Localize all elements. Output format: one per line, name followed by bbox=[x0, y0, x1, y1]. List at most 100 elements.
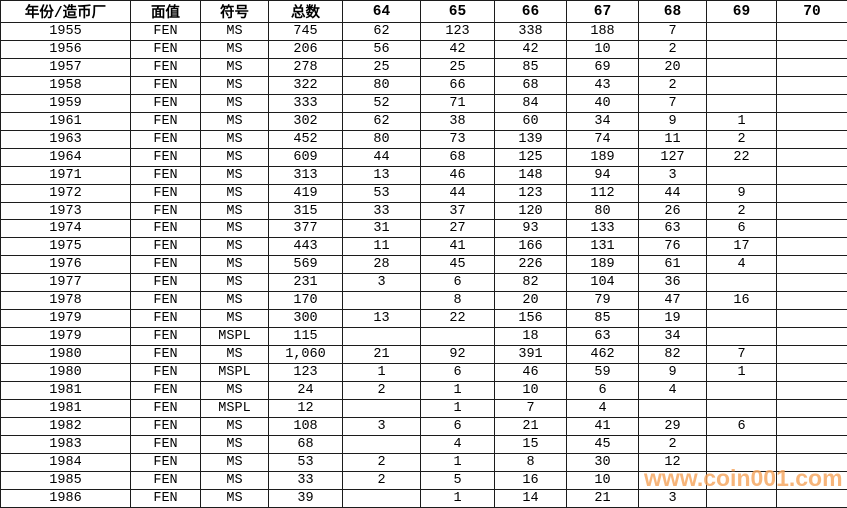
table-cell: 333 bbox=[268, 93, 343, 113]
table-cell bbox=[706, 434, 777, 454]
table-cell: 8 bbox=[494, 452, 567, 472]
table-cell bbox=[776, 452, 847, 472]
table-cell: 1979 bbox=[0, 309, 131, 329]
table-cell: 9 bbox=[638, 111, 707, 131]
table-cell: MSPL bbox=[200, 327, 269, 347]
header-cell-2: 符号 bbox=[200, 0, 269, 23]
table-cell bbox=[342, 327, 421, 347]
table-cell: 43 bbox=[566, 75, 639, 95]
table-cell: 42 bbox=[420, 39, 495, 59]
table-cell: 2 bbox=[342, 470, 421, 490]
table-cell: 6 bbox=[420, 273, 495, 293]
header-cell-10: 70 bbox=[776, 0, 847, 23]
table-cell: 46 bbox=[494, 363, 567, 383]
table-cell: 1961 bbox=[0, 111, 131, 131]
table-cell: 44 bbox=[420, 183, 495, 203]
table-cell: 166 bbox=[494, 237, 567, 257]
table-row: 1958 FEN MS 322 80 66 68 43 2 bbox=[0, 75, 847, 95]
table-cell: 462 bbox=[566, 345, 639, 365]
table-cell: 1981 bbox=[0, 399, 131, 418]
table-cell: 123 bbox=[420, 22, 495, 41]
table-cell: 20 bbox=[638, 57, 707, 77]
table-cell: FEN bbox=[130, 57, 201, 77]
table-cell bbox=[706, 381, 777, 401]
table-cell: 123 bbox=[268, 363, 343, 383]
table-cell: 1985 bbox=[0, 470, 131, 490]
table-cell: MS bbox=[200, 201, 269, 221]
table-cell: 2 bbox=[638, 434, 707, 454]
table-cell: 12 bbox=[268, 399, 343, 418]
table-cell: 391 bbox=[494, 345, 567, 365]
table-cell: 313 bbox=[268, 165, 343, 185]
table-cell bbox=[706, 39, 777, 59]
table-cell: FEN bbox=[130, 39, 201, 59]
table-cell: 2 bbox=[342, 452, 421, 472]
table-cell: 25 bbox=[420, 57, 495, 77]
table-cell: 11 bbox=[342, 237, 421, 257]
table-cell: FEN bbox=[130, 255, 201, 275]
table-cell: 1977 bbox=[0, 273, 131, 293]
table-cell: MSPL bbox=[200, 399, 269, 418]
table-cell: 127 bbox=[638, 147, 707, 167]
table-cell bbox=[776, 129, 847, 149]
table-cell bbox=[776, 381, 847, 401]
table-cell: 6 bbox=[566, 381, 639, 401]
table-cell: 16 bbox=[706, 291, 777, 311]
header-cell-9: 69 bbox=[706, 0, 777, 23]
table-cell: MS bbox=[200, 237, 269, 257]
table-cell: FEN bbox=[130, 183, 201, 203]
table-cell: MS bbox=[200, 309, 269, 329]
table-cell: FEN bbox=[130, 434, 201, 454]
table-cell: 61 bbox=[638, 255, 707, 275]
table-cell: 569 bbox=[268, 255, 343, 275]
table-cell: FEN bbox=[130, 219, 201, 239]
table-row: 1974 FEN MS 377 31 27 93 133 63 6 bbox=[0, 219, 847, 239]
table-cell bbox=[776, 416, 847, 436]
table-cell: 609 bbox=[268, 147, 343, 167]
table-cell: 1986 bbox=[0, 488, 131, 508]
table-cell: 3 bbox=[638, 488, 707, 508]
table-cell: 1 bbox=[342, 363, 421, 383]
table-cell: MS bbox=[200, 75, 269, 95]
table-cell: MS bbox=[200, 470, 269, 490]
table-row: 1982 FEN MS 108 3 6 21 41 29 6 bbox=[0, 416, 847, 436]
table-cell: MSPL bbox=[200, 363, 269, 383]
table-cell: MS bbox=[200, 111, 269, 131]
table-cell: MS bbox=[200, 22, 269, 41]
table-cell: MS bbox=[200, 129, 269, 149]
table-cell: 745 bbox=[268, 22, 343, 41]
table-cell: 15 bbox=[494, 434, 567, 454]
table-row: 1981 FEN MSPL 12 1 7 4 bbox=[0, 399, 847, 418]
table-cell: 1972 bbox=[0, 183, 131, 203]
table-cell: 63 bbox=[638, 219, 707, 239]
table-cell bbox=[706, 327, 777, 347]
table-cell: 6 bbox=[706, 416, 777, 436]
table-cell: 13 bbox=[342, 165, 421, 185]
table-cell: MS bbox=[200, 57, 269, 77]
table-row: 1964 FEN MS 609 44 68 125 189 127 22 bbox=[0, 147, 847, 167]
table-cell: 6 bbox=[706, 219, 777, 239]
table-cell: 80 bbox=[342, 75, 421, 95]
table-cell: FEN bbox=[130, 416, 201, 436]
table-cell: 1959 bbox=[0, 93, 131, 113]
table-cell: 18 bbox=[494, 327, 567, 347]
table-cell bbox=[776, 237, 847, 257]
table-cell: 20 bbox=[494, 291, 567, 311]
table-cell bbox=[342, 291, 421, 311]
table-cell: FEN bbox=[130, 147, 201, 167]
header-cell-4: 64 bbox=[342, 0, 421, 23]
table-cell: 1964 bbox=[0, 147, 131, 167]
table-cell: FEN bbox=[130, 291, 201, 311]
table-cell bbox=[776, 399, 847, 418]
table-cell: 1981 bbox=[0, 381, 131, 401]
table-cell: 120 bbox=[494, 201, 567, 221]
table-cell bbox=[776, 488, 847, 508]
table-cell: FEN bbox=[130, 399, 201, 418]
table-cell: 1 bbox=[420, 488, 495, 508]
table-cell: 104 bbox=[566, 273, 639, 293]
table-cell: 16 bbox=[494, 470, 567, 490]
table-row: 1975 FEN MS 443 11 41 166 131 76 17 bbox=[0, 237, 847, 257]
table-cell bbox=[706, 309, 777, 329]
table-cell: 85 bbox=[566, 309, 639, 329]
